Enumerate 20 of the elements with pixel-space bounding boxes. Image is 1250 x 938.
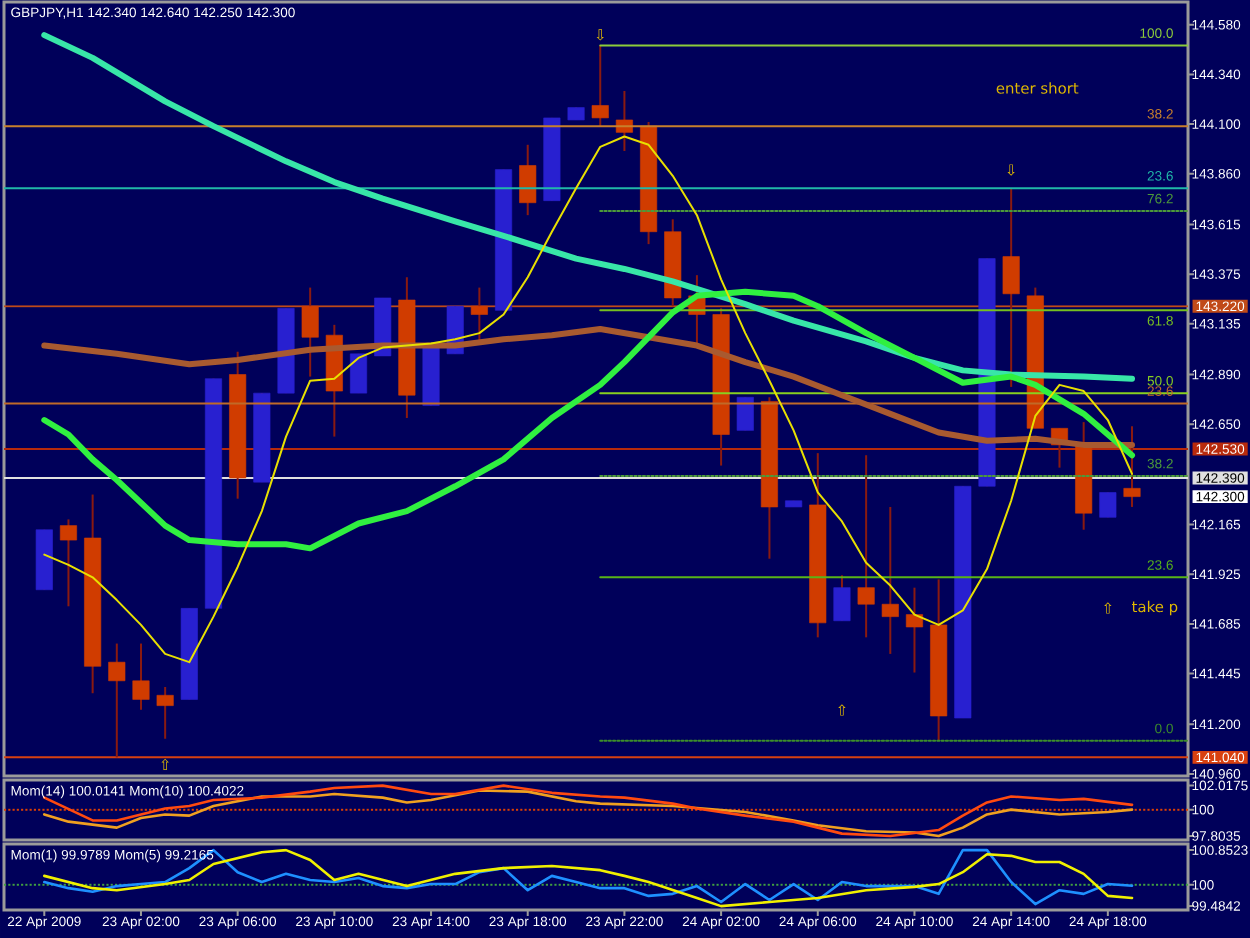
candlestick	[519, 143, 537, 217]
candlestick	[1002, 187, 1020, 388]
candlestick	[156, 686, 174, 740]
candlestick	[615, 89, 633, 152]
candlestick	[857, 454, 875, 639]
candlestick	[108, 642, 126, 759]
candlestick	[1123, 425, 1141, 508]
candlestick	[132, 642, 150, 711]
candlestick	[1099, 491, 1117, 519]
candlestick	[470, 286, 488, 343]
line-series	[41, 32, 1136, 382]
candlestick	[736, 396, 754, 432]
candlestick	[350, 352, 368, 395]
candlestick	[591, 44, 609, 128]
candlestick	[833, 574, 851, 622]
line-series	[41, 325, 1136, 448]
candlestick	[59, 518, 77, 608]
candlestick	[881, 505, 899, 655]
candlestick	[301, 286, 319, 378]
candlestick	[905, 586, 923, 674]
